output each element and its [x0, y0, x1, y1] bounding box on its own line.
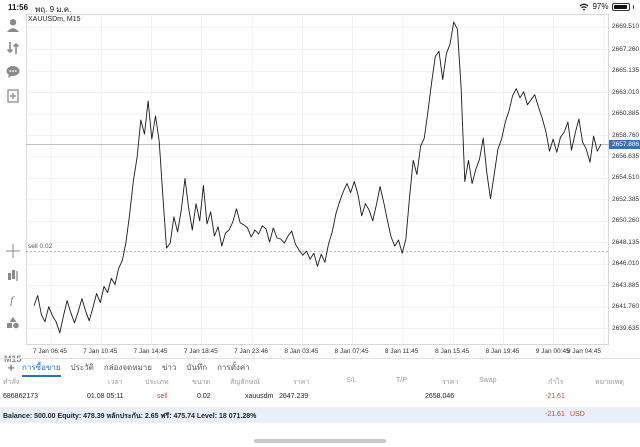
- col-current-price[interactable]: ราคา: [442, 379, 459, 386]
- status-date: พฤ. 9 ม.ค.: [35, 5, 72, 14]
- tab-news[interactable]: ข่าว: [161, 362, 177, 372]
- col-comment[interactable]: หมายเหตุ: [595, 379, 624, 386]
- chart-symbol-label: XAUUSDm, M15: [28, 16, 81, 23]
- col-sl[interactable]: S/L: [346, 377, 357, 384]
- time-tick-label: 8 Jan 11:45: [384, 348, 419, 355]
- home-area: [0, 423, 640, 447]
- time-tick-label: 8 Jan 19:45: [485, 348, 520, 355]
- time-tick-label: 9 Jan 04:45: [567, 348, 601, 355]
- col-swap[interactable]: Swap: [479, 377, 497, 384]
- crosshair-icon[interactable]: [4, 242, 22, 260]
- wifi-icon: [580, 3, 589, 10]
- function-icon[interactable]: f: [4, 290, 22, 308]
- battery-tip: [632, 4, 634, 9]
- price-tick-label: 2658.760: [612, 131, 640, 139]
- sort-icon[interactable]: [4, 39, 22, 57]
- row-symbol: xauusdm: [245, 393, 274, 400]
- row-current-price: 2658.046: [425, 393, 455, 400]
- status-bar: 11:56 พฤ. 9 ม.ค. 97%: [0, 0, 640, 14]
- tab-trade[interactable]: การซื้อขาย: [22, 359, 61, 377]
- add-tab-button[interactable]: +: [7, 360, 15, 375]
- col-tp[interactable]: T/P: [396, 377, 407, 384]
- balance-currency: USD: [570, 411, 585, 418]
- row-open-price: 2647.239: [279, 393, 309, 400]
- time-tick-label: 8 Jan 15:45: [435, 348, 470, 355]
- status-indicators: 97%: [579, 2, 634, 11]
- col-type[interactable]: ประเภท: [145, 379, 169, 386]
- row-profit: -21.61: [545, 393, 565, 400]
- price-tick-label: 2650.260: [612, 217, 640, 225]
- price-tick-label: 2663.010: [612, 88, 640, 96]
- price-chart[interactable]: [26, 14, 609, 345]
- time-tick-label: 7 Jan 14:45: [133, 348, 168, 355]
- balance-summary: Balance: 500.00 Equity: 478.39 หลักประกั…: [0, 407, 640, 423]
- time-tick-label: 7 Jan 23:46: [234, 348, 269, 355]
- col-volume[interactable]: ขนาด: [192, 379, 211, 386]
- time-tick-label: 8 Jan 07:45: [334, 348, 369, 355]
- price-tick-label: 2665.135: [612, 67, 640, 75]
- row-order: 686862173: [3, 393, 39, 400]
- price-series-line: [33, 21, 602, 334]
- home-indicator[interactable]: [254, 439, 386, 443]
- time-tick-label: 7 Jan 18:45: [183, 348, 218, 355]
- time-tick-label: 7 Jan 06:45: [33, 348, 67, 355]
- price-tick-label: 2654.510: [612, 174, 640, 182]
- price-tick-label: 2648.135: [612, 238, 640, 246]
- price-tick-label: 2660.885: [612, 110, 640, 118]
- tab-mailbox[interactable]: กล่องจดหมาย: [103, 362, 152, 372]
- time-tick-label: 7 Jan 10:45: [83, 348, 118, 355]
- row-type: sell: [157, 393, 168, 400]
- col-open-price[interactable]: ราคา: [293, 379, 310, 386]
- objects-icon[interactable]: [4, 314, 22, 332]
- terminal-tabs: + การซื้อขาย ประวัติ กล่องจดหมาย ข่าว บั…: [0, 358, 640, 377]
- row-volume: 0.02: [197, 393, 211, 400]
- person-icon[interactable]: [4, 16, 22, 34]
- row-time: 01.08 05:11: [87, 393, 124, 400]
- price-tick-label: 2652.385: [612, 195, 640, 203]
- timeframe-button[interactable]: M15: [4, 354, 22, 364]
- price-tick-label: 2646.010: [612, 260, 640, 268]
- price-tick-label: 2667.260: [612, 45, 640, 53]
- add-document-icon[interactable]: [4, 87, 22, 105]
- tab-journal[interactable]: บันทึก: [186, 362, 208, 372]
- price-tick-label: 2669.510: [612, 23, 640, 31]
- positions-header: คำสั่ง เวลา ประเภท ขนาด สัญลักษณ์ ราคา S…: [0, 377, 640, 389]
- col-order[interactable]: คำสั่ง: [3, 379, 20, 386]
- time-axis: 7 Jan 06:45 7 Jan 10:45 7 Jan 14:45 7 Jan 1…: [26, 346, 609, 358]
- current-price-label: 2657.886: [609, 139, 640, 149]
- price-tick-label: 2641.760: [612, 303, 640, 311]
- battery-level: [613, 4, 628, 9]
- sell-order-label: sell 0.02: [28, 243, 53, 250]
- tab-history[interactable]: ประวัติ: [70, 362, 94, 372]
- svg-text:f: f: [10, 293, 15, 306]
- time-tick-label: 9 Jan 00:45: [535, 348, 570, 355]
- price-tick-label: 2639.635: [612, 324, 640, 332]
- balance-profit: -21.61: [545, 411, 565, 418]
- price-tick-label: 2643.885: [612, 281, 640, 289]
- time-tick-label: 8 Jan 03:45: [284, 348, 319, 355]
- col-time[interactable]: เวลา: [108, 379, 123, 386]
- table-row[interactable]: 686862173 01.08 05:11 sell 0.02 xauusdm …: [0, 393, 640, 407]
- tab-settings[interactable]: การตั้งค่า: [217, 362, 250, 372]
- balance-text: Balance: 500.00 Equity: 478.39 หลักประกั…: [3, 413, 257, 420]
- col-symbol[interactable]: สัญลักษณ์: [230, 379, 260, 386]
- chart-frame: [26, 14, 609, 345]
- battery-percent: 97%: [592, 2, 609, 11]
- col-profit[interactable]: กำไร: [548, 379, 564, 386]
- chat-icon[interactable]: [4, 63, 22, 81]
- left-toolbar: f M15: [0, 14, 26, 364]
- indicators-icon[interactable]: [4, 266, 22, 284]
- status-time: 11:56: [8, 3, 29, 12]
- battery-icon: [611, 2, 630, 11]
- price-axis: 2669.510 2667.260 2665.135 2663.010 2660.885…: [609, 14, 640, 345]
- price-tick-label: 2656.635: [612, 152, 640, 160]
